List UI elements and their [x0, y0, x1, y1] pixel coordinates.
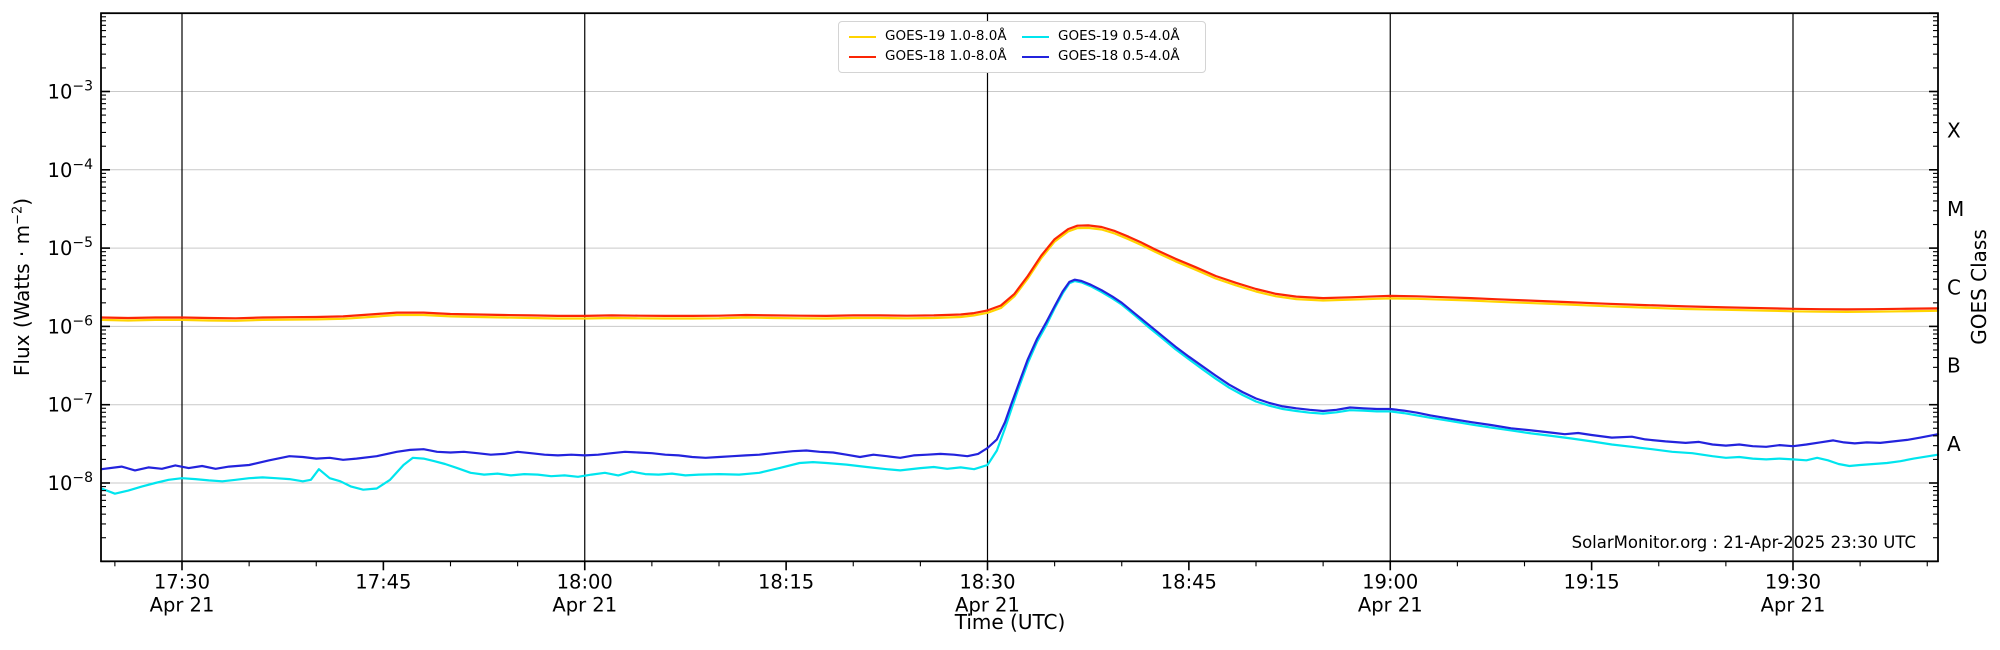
y-tick-label: 10−7	[48, 392, 93, 417]
axis-ticks	[101, 12, 1938, 571]
legend-swatch-goes18-long	[849, 56, 876, 58]
y-tick-label: 10−6	[48, 313, 94, 338]
goes-class-label-x: X	[1947, 119, 1961, 143]
x-axis-label: Time (UTC)	[954, 610, 1066, 634]
x-tick-date-label: Apr 21	[1358, 593, 1423, 616]
legend-item-goes19-long: GOES-19 1.0-8.0Å	[849, 30, 1022, 44]
x-tick-date-label: Apr 21	[150, 593, 215, 616]
curve-goes-18-1.0-8.0å	[100, 224, 1940, 320]
curve-goes-19-0.5-4.0å	[100, 279, 1940, 495]
x-tick-label: 19:30	[1765, 570, 1821, 593]
x-tick-label: 17:30	[154, 570, 210, 593]
x-tick-label: 18:15	[758, 570, 814, 593]
flux-curves	[100, 224, 1940, 495]
legend-swatch-goes19-short	[1022, 36, 1049, 38]
y-axis-label-exponent: −2	[10, 205, 26, 225]
x-tick-label: 18:00	[557, 570, 613, 593]
x-tick-label: 18:45	[1161, 570, 1217, 593]
x-tick-label: 18:30	[959, 570, 1015, 593]
legend-item-goes19-short: GOES-19 0.5-4.0Å	[1022, 30, 1195, 44]
legend-label-goes18-long: GOES-18 1.0-8.0Å	[885, 48, 1007, 65]
goes-class-label-c: C	[1947, 275, 1961, 299]
goes-class-label-a: A	[1947, 432, 1961, 456]
legend-swatch-goes19-long	[849, 36, 876, 38]
curve-goes-19-1.0-8.0å	[100, 226, 1940, 322]
legend-label-goes18-short: GOES-18 0.5-4.0Å	[1058, 48, 1180, 65]
axes-border	[100, 12, 1939, 563]
attribution-text: SolarMonitor.org : 21-Apr-2025 23:30 UTC	[1571, 533, 1916, 552]
x-tick-date-label: Apr 21	[955, 593, 1020, 616]
curve-goes-18-0.5-4.0å	[100, 278, 1940, 472]
x-tick-label: 19:15	[1564, 570, 1620, 593]
y-tick-label: 10−4	[48, 157, 94, 182]
x-tick-date-label: Apr 21	[552, 593, 617, 616]
legend-label-goes19-short: GOES-19 0.5-4.0Å	[1058, 28, 1180, 45]
legend: GOES-19 1.0-8.0Å GOES-18 1.0-8.0Å GOES-1…	[838, 21, 1206, 73]
plot-frame	[100, 12, 1939, 563]
y-tick-label: 10−8	[48, 470, 93, 495]
legend-item-goes18-long: GOES-18 1.0-8.0Å	[849, 50, 1022, 64]
right-axis-label: GOES Class	[1967, 229, 1991, 345]
legend-label-goes19-long: GOES-19 1.0-8.0Å	[885, 28, 1007, 45]
y-axis-label-text: Flux (Watts · m	[10, 224, 34, 377]
x-tick-date-label: Apr 21	[1761, 593, 1826, 616]
goes-class-label-b: B	[1947, 354, 1961, 378]
y-tick-label: 10−5	[48, 235, 93, 260]
y-axis-label-suffix: )	[10, 197, 34, 206]
y-tick-label: 10−3	[48, 79, 93, 104]
legend-item-goes18-short: GOES-18 0.5-4.0Å	[1022, 50, 1195, 64]
goes-class-label-m: M	[1947, 197, 1964, 221]
y-axis-label: Flux (Watts · m−2)	[10, 198, 34, 376]
x-tick-label: 19:00	[1362, 570, 1418, 593]
legend-swatch-goes18-short	[1022, 56, 1049, 58]
x-tick-label: 17:45	[355, 570, 411, 593]
gridlines	[101, 13, 1938, 562]
